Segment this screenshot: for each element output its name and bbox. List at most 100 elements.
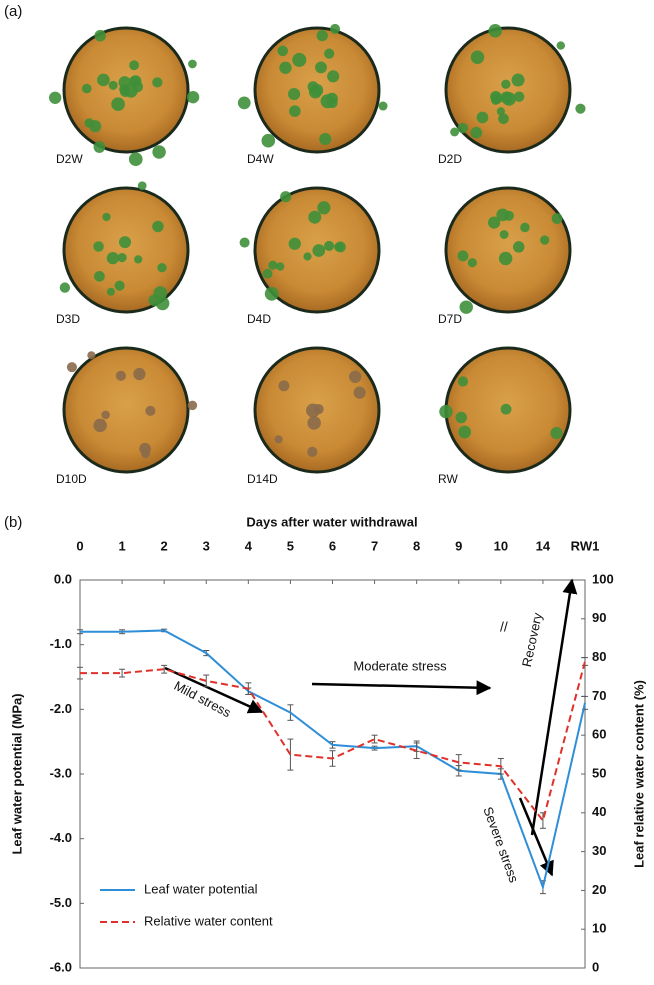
- leaf: [237, 96, 251, 110]
- annotation: Recovery: [519, 611, 545, 668]
- leaf: [488, 23, 503, 38]
- y2-tick-label: 40: [592, 804, 606, 819]
- leaf: [93, 418, 107, 433]
- pot: [62, 186, 190, 314]
- leaf: [307, 446, 318, 457]
- arrow: [311, 680, 492, 696]
- x-tick-label: 14: [536, 538, 551, 553]
- series-line: [80, 661, 586, 823]
- panel-label: (b): [4, 514, 22, 531]
- leaf: [157, 262, 167, 273]
- legend-label: Leaf water potential: [144, 881, 258, 896]
- leaf: [540, 235, 550, 245]
- leaf: [152, 77, 163, 88]
- leaf: [133, 367, 146, 381]
- leaf: [102, 212, 111, 222]
- leaf: [279, 61, 292, 74]
- leaf: [310, 83, 324, 97]
- leaf: [324, 240, 335, 251]
- y2-tick-label: 80: [592, 649, 606, 664]
- leaf: [277, 45, 288, 57]
- plot-frame: [79, 579, 586, 969]
- leaf: [288, 88, 301, 101]
- leaf: [106, 251, 120, 265]
- leaf: [312, 244, 326, 257]
- x-tick-label: 5: [287, 538, 294, 553]
- leaf: [152, 145, 166, 159]
- leaf: [129, 60, 140, 71]
- leaf: [81, 83, 92, 94]
- pot-label: RW: [438, 472, 458, 486]
- leaf: [274, 435, 283, 444]
- leaf: [330, 23, 341, 34]
- leaf: [513, 91, 525, 102]
- pot-label: D10D: [56, 472, 87, 486]
- pot-label: D14D: [247, 472, 278, 486]
- x-tick-label: 4: [245, 538, 253, 553]
- y2-axis-title: Leaf relative water content (%): [631, 680, 646, 868]
- y2-tick-label: 90: [592, 610, 606, 625]
- leaf: [145, 405, 156, 416]
- leaf: [470, 50, 485, 64]
- leaf: [556, 41, 566, 50]
- arrow: [164, 666, 264, 714]
- leaf: [93, 241, 104, 252]
- y-axis-title: Leaf water potential (MPa): [9, 693, 24, 854]
- y-tick-label: -5.0: [50, 895, 72, 910]
- leaf: [108, 80, 118, 90]
- leaf: [378, 101, 388, 111]
- leaf: [264, 286, 279, 301]
- leaf: [188, 59, 197, 69]
- leaf: [119, 236, 132, 249]
- leaf: [501, 79, 511, 89]
- leaf: [280, 191, 292, 203]
- leaf: [59, 282, 71, 293]
- leaf: [292, 52, 307, 67]
- leaf: [155, 296, 170, 311]
- x-tick-label: 10: [494, 538, 508, 553]
- leaf: [94, 270, 105, 282]
- leaf: [94, 29, 106, 42]
- leaf: [308, 210, 322, 224]
- leaf: [153, 286, 168, 300]
- leaf: [513, 241, 525, 253]
- y2-tick-label: 20: [592, 882, 606, 897]
- y-tick-label: -6.0: [50, 959, 72, 974]
- leaf: [551, 213, 563, 224]
- leaf: [511, 73, 525, 87]
- leaf: [106, 287, 115, 296]
- leaf: [457, 122, 468, 134]
- y2-tick-label: 50: [592, 765, 606, 780]
- leaf: [93, 141, 106, 153]
- leaf: [498, 251, 513, 266]
- leaf: [500, 403, 512, 415]
- y2-tick-label: 0: [592, 959, 599, 974]
- pot-label: D7D: [438, 312, 462, 326]
- leaf: [334, 241, 346, 253]
- pot: [62, 346, 190, 474]
- leaf: [496, 107, 505, 116]
- leaf: [491, 95, 501, 105]
- leaf: [139, 442, 151, 455]
- leaf: [503, 210, 514, 221]
- leaf: [353, 386, 366, 399]
- leaf: [289, 105, 301, 117]
- x-tick-label: RW1: [571, 538, 600, 553]
- leaf: [315, 61, 327, 74]
- leaf: [457, 376, 469, 387]
- y2-tick-label: 10: [592, 921, 606, 936]
- leaf: [459, 300, 473, 314]
- leaf: [97, 73, 110, 87]
- pot-label: D4D: [247, 312, 271, 326]
- pot: [444, 186, 572, 314]
- x-axis-title: Days after water withdrawal: [246, 514, 417, 529]
- leaf: [132, 81, 144, 93]
- leaf: [137, 181, 147, 191]
- leaf: [520, 222, 530, 233]
- leaf: [306, 403, 320, 418]
- y-tick-label: -1.0: [50, 636, 72, 651]
- leaf: [268, 260, 278, 270]
- leaf: [307, 416, 321, 430]
- leaf: [66, 362, 77, 373]
